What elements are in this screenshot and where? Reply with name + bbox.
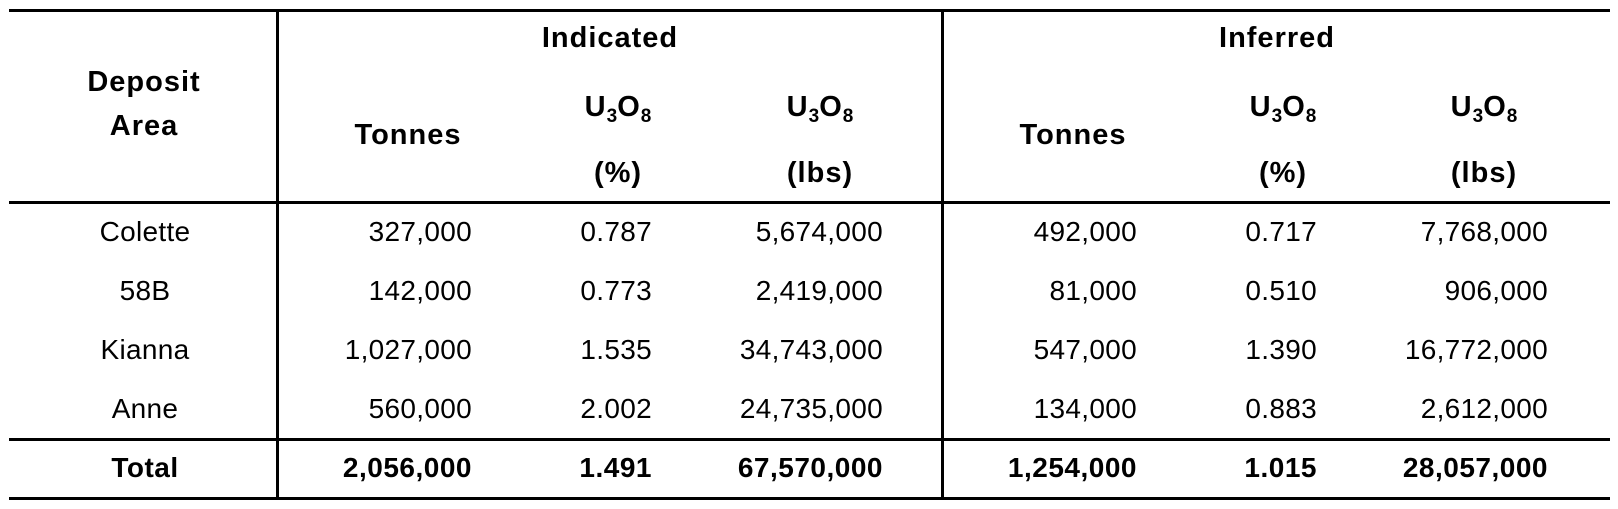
inferred-pct-unit: (%) <box>1258 157 1308 189</box>
inferred-tonnes: 81,000 <box>1049 275 1137 306</box>
inferred-tonnes-header: Tonnes <box>1019 119 1127 151</box>
total-label: Total <box>111 452 179 483</box>
row-area: Kianna <box>100 334 190 365</box>
group-header-indicated: Indicated <box>541 22 679 54</box>
inferred-pct: 1.390 <box>1245 334 1317 365</box>
deposit-header-line1: Deposit <box>87 66 201 98</box>
deposit-column-divider <box>276 9 279 500</box>
total-inferred-lbs: 28,057,000 <box>1402 452 1548 483</box>
indicated-lbs: 24,735,000 <box>739 393 883 424</box>
row-area: Anne <box>111 393 179 424</box>
inferred-u3o8-lbs-header: U3O8 <box>1450 91 1518 127</box>
indicated-u3o8-lbs-header: U3O8 <box>786 91 854 127</box>
table-top-rule <box>9 9 1610 12</box>
inferred-pct: 0.510 <box>1245 275 1317 306</box>
indicated-pct: 1.535 <box>580 334 652 365</box>
indicated-pct: 0.787 <box>580 216 652 247</box>
inferred-lbs: 906,000 <box>1444 275 1548 306</box>
inferred-lbs: 16,772,000 <box>1404 334 1548 365</box>
inferred-lbs-unit: (lbs) <box>1450 157 1518 189</box>
total-indicated-tonnes: 2,056,000 <box>342 452 472 483</box>
total-inferred-tonnes: 1,254,000 <box>1007 452 1137 483</box>
indicated-tonnes: 560,000 <box>368 393 472 424</box>
indicated-lbs: 5,674,000 <box>755 216 883 247</box>
deposit-header-line2: Area <box>109 110 179 142</box>
indicated-u3o8-pct-header: U3O8 <box>584 91 652 127</box>
row-area: Colette <box>99 216 191 247</box>
group-divider <box>941 9 944 500</box>
indicated-pct: 2.002 <box>580 393 652 424</box>
row-area: 58B <box>119 275 171 306</box>
inferred-u3o8-pct-header: U3O8 <box>1249 91 1317 127</box>
inferred-tonnes: 492,000 <box>1033 216 1137 247</box>
indicated-tonnes-header: Tonnes <box>354 119 462 151</box>
total-top-rule <box>9 438 1610 441</box>
inferred-tonnes: 134,000 <box>1033 393 1137 424</box>
indicated-tonnes: 1,027,000 <box>344 334 472 365</box>
inferred-pct: 0.883 <box>1245 393 1317 424</box>
indicated-tonnes: 142,000 <box>368 275 472 306</box>
indicated-tonnes: 327,000 <box>368 216 472 247</box>
indicated-lbs: 34,743,000 <box>739 334 883 365</box>
table-bottom-rule <box>9 497 1610 500</box>
indicated-lbs-unit: (lbs) <box>786 157 854 189</box>
inferred-pct: 0.717 <box>1245 216 1317 247</box>
indicated-lbs: 2,419,000 <box>755 275 883 306</box>
group-header-inferred: Inferred <box>1219 22 1335 54</box>
inferred-lbs: 7,768,000 <box>1420 216 1548 247</box>
inferred-lbs: 2,612,000 <box>1420 393 1548 424</box>
total-inferred-pct: 1.015 <box>1244 452 1317 483</box>
inferred-tonnes: 547,000 <box>1033 334 1137 365</box>
total-indicated-pct: 1.491 <box>579 452 652 483</box>
total-indicated-lbs: 67,570,000 <box>737 452 883 483</box>
header-bottom-rule <box>9 201 1610 204</box>
indicated-pct-unit: (%) <box>593 157 643 189</box>
indicated-pct: 0.773 <box>580 275 652 306</box>
